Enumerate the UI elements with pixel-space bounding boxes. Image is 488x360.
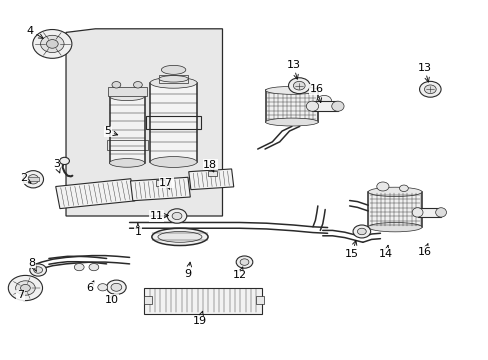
Circle shape (419, 81, 440, 97)
Ellipse shape (399, 185, 407, 192)
Ellipse shape (150, 77, 197, 88)
Circle shape (316, 95, 331, 106)
Ellipse shape (305, 101, 318, 111)
Ellipse shape (23, 171, 43, 188)
Text: 15: 15 (345, 240, 358, 259)
Text: 6: 6 (86, 281, 94, 293)
Ellipse shape (265, 86, 318, 94)
Text: 19: 19 (192, 311, 206, 326)
Ellipse shape (367, 187, 421, 197)
Circle shape (111, 283, 122, 291)
Bar (256, 296, 263, 304)
Bar (27, 177, 39, 181)
Circle shape (167, 209, 186, 223)
Circle shape (16, 281, 35, 295)
Circle shape (41, 35, 64, 53)
Polygon shape (66, 29, 222, 216)
Ellipse shape (159, 76, 188, 82)
Text: 12: 12 (232, 267, 246, 280)
Ellipse shape (112, 81, 121, 88)
Circle shape (357, 228, 366, 235)
Circle shape (106, 280, 126, 294)
Polygon shape (188, 169, 233, 190)
Bar (367, 192, 421, 227)
Ellipse shape (158, 231, 202, 242)
Circle shape (20, 284, 30, 292)
Bar (146, 116, 201, 129)
Text: 9: 9 (184, 262, 191, 279)
Text: 11: 11 (149, 211, 168, 221)
Circle shape (352, 225, 370, 238)
Circle shape (236, 256, 252, 268)
Ellipse shape (109, 158, 144, 167)
Circle shape (172, 212, 182, 220)
Bar (265, 90, 318, 122)
Ellipse shape (150, 157, 197, 167)
Polygon shape (144, 288, 261, 314)
Circle shape (34, 267, 42, 273)
Text: 18: 18 (203, 160, 217, 172)
Circle shape (98, 284, 107, 291)
Text: 16: 16 (309, 84, 323, 103)
Ellipse shape (109, 92, 144, 100)
Ellipse shape (367, 222, 421, 232)
Text: 13: 13 (417, 63, 430, 82)
Ellipse shape (435, 208, 446, 217)
Ellipse shape (161, 66, 185, 75)
Circle shape (288, 78, 309, 94)
Bar (107, 87, 146, 96)
Circle shape (60, 157, 69, 165)
Ellipse shape (411, 208, 422, 217)
Ellipse shape (151, 228, 208, 246)
Ellipse shape (376, 182, 388, 191)
Ellipse shape (28, 175, 39, 184)
Text: 3: 3 (53, 159, 60, 173)
Bar (159, 75, 188, 83)
Bar (312, 101, 337, 111)
Circle shape (424, 85, 435, 94)
Text: 8: 8 (28, 258, 36, 271)
Ellipse shape (133, 81, 142, 88)
Text: 2: 2 (20, 173, 31, 183)
Text: 5: 5 (104, 126, 118, 136)
Bar (155, 180, 165, 186)
Text: 10: 10 (104, 294, 118, 305)
Text: 7: 7 (17, 290, 25, 300)
Ellipse shape (331, 101, 344, 111)
Text: 4: 4 (27, 26, 43, 39)
Circle shape (293, 81, 305, 90)
Polygon shape (130, 177, 190, 201)
Bar (109, 96, 144, 163)
Text: 13: 13 (286, 60, 300, 79)
Bar (417, 208, 440, 217)
Bar (207, 171, 216, 176)
Text: 14: 14 (379, 245, 392, 259)
Ellipse shape (265, 118, 318, 126)
Text: 17: 17 (159, 178, 173, 189)
Circle shape (30, 264, 46, 276)
Circle shape (33, 30, 72, 58)
Circle shape (46, 40, 58, 48)
Circle shape (8, 275, 42, 301)
Circle shape (240, 259, 248, 265)
Polygon shape (56, 179, 135, 208)
Text: 16: 16 (417, 244, 430, 257)
Bar (150, 83, 197, 162)
Circle shape (89, 264, 99, 271)
Circle shape (74, 264, 84, 271)
Bar (106, 140, 147, 150)
Text: 1: 1 (134, 224, 141, 237)
Bar (144, 296, 151, 304)
